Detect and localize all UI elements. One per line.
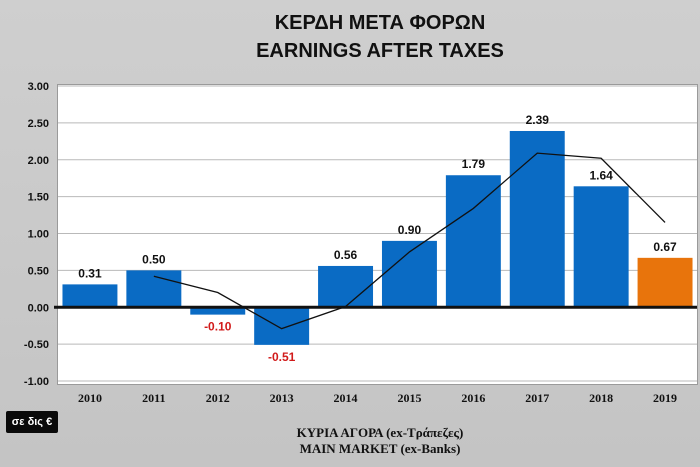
chart-title: ΚΕΡΔΗ ΜΕΤΑ ΦΟΡΩΝ (274, 12, 486, 34)
x-tick-label: 2013 (270, 391, 294, 405)
data-label: 1.79 (462, 157, 486, 171)
x-tick-label: 2012 (206, 391, 230, 405)
x-axis-title-line1: ΚΥΡΙΑ ΑΓΟΡΑ (ex-Τράπεζες) (296, 425, 464, 440)
bar-2018 (573, 186, 629, 308)
data-label: 0.31 (78, 266, 102, 280)
data-label: -0.10 (204, 320, 232, 334)
x-tick-label: 2011 (142, 391, 165, 405)
bar-2013 (254, 307, 310, 345)
x-tick-label: 2019 (653, 391, 677, 405)
unit-badge: σε δις € (6, 411, 58, 433)
x-axis-title-line2: MAIN MARKET (ex-Banks) (299, 441, 461, 456)
data-label: 0.50 (142, 252, 166, 266)
x-tick-label: 2015 (397, 391, 421, 405)
y-tick-label: 0.00 (28, 302, 49, 314)
bar-2016 (445, 175, 501, 308)
data-label: 0.67 (653, 240, 677, 254)
x-tick-label: 2016 (461, 391, 485, 405)
x-tick-label: 2010 (78, 391, 102, 405)
trend-line (153, 152, 666, 330)
bar-2010 (62, 284, 118, 308)
y-tick-label: 2.00 (28, 155, 49, 167)
y-tick-label: 0.50 (28, 265, 49, 277)
data-label: 2.39 (526, 113, 550, 127)
bar-2017 (509, 130, 565, 308)
y-tick-label: 1.50 (28, 192, 49, 204)
bar-2015 (381, 240, 437, 308)
bar-2014 (318, 265, 374, 308)
data-label: 0.90 (398, 223, 422, 237)
bar-2019 (637, 257, 693, 308)
x-tick-label: 2018 (589, 391, 613, 405)
data-label: 1.64 (589, 168, 613, 182)
y-tick-label: 3.00 (28, 81, 49, 93)
bar-2011 (126, 270, 182, 308)
x-tick-label: 2017 (525, 391, 549, 405)
data-label: 0.56 (334, 248, 358, 262)
bar-2012 (190, 307, 246, 315)
y-tick-label: 1.00 (28, 229, 49, 241)
y-tick-label: 2.50 (28, 118, 49, 130)
y-tick-label: -1.00 (24, 376, 49, 388)
x-tick-label: 2014 (334, 391, 358, 405)
chart-subtitle: EARNINGS AFTER TAXES (256, 40, 504, 62)
y-tick-label: -0.50 (24, 339, 49, 351)
data-label: -0.51 (268, 350, 296, 364)
